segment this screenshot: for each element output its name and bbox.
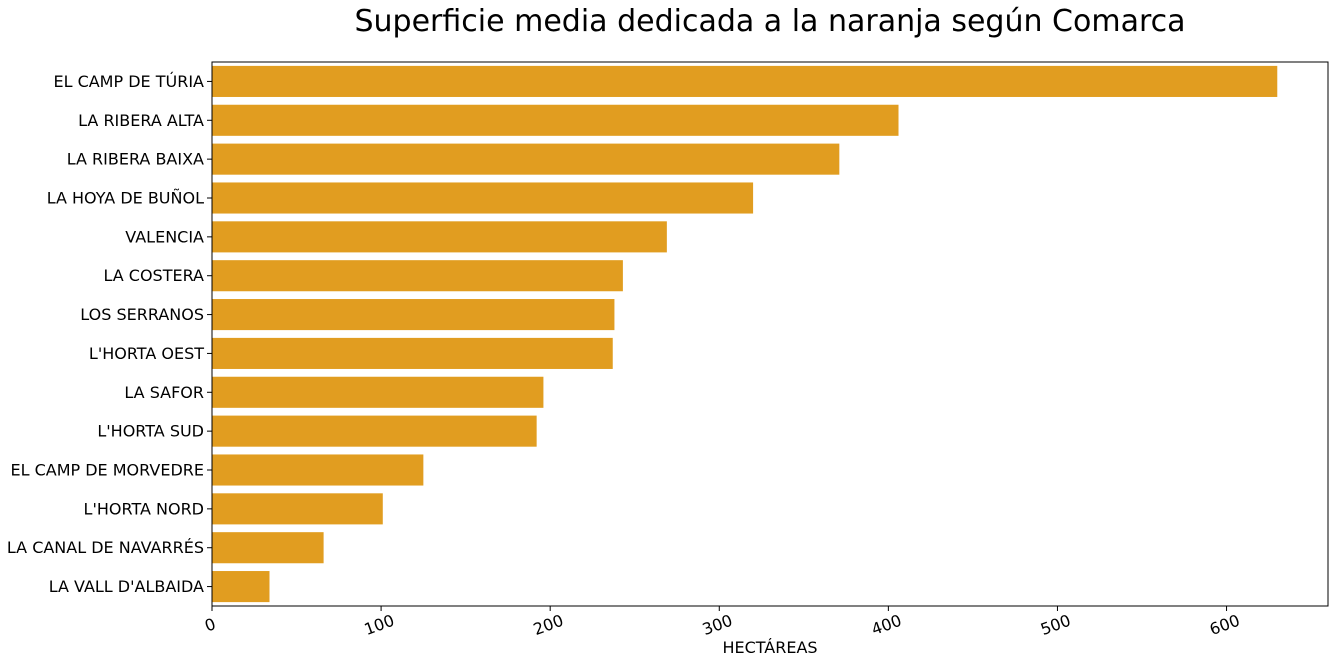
x-tick-label: 300 [700, 611, 735, 639]
bar [212, 337, 613, 369]
chart-title: Superficie media dedicada a la naranja s… [354, 4, 1185, 39]
bar [212, 65, 1278, 97]
category-label: LA CANAL DE NAVARRÉS [7, 538, 204, 557]
plot-frame [211, 61, 1329, 607]
bar [212, 299, 615, 331]
category-labels: EL CAMP DE TÚRIA LA RIBERA ALTA LA RIBERA … [7, 72, 212, 596]
bars-group [212, 65, 1278, 603]
category-label: LA HOYA DE BUÑOL [47, 189, 204, 208]
x-axis-ticks: 0 100 200 300 400 500 600 [202, 606, 1242, 639]
x-tick-label: 500 [1038, 611, 1073, 639]
category-label: LA SAFOR [124, 383, 204, 402]
bar [212, 454, 424, 486]
category-label: L'HORTA OEST [89, 344, 204, 363]
category-label: VALENCIA [125, 227, 204, 246]
category-label: LOS SERRANOS [80, 305, 204, 324]
category-label: LA COSTERA [103, 266, 204, 285]
x-tick-label: 600 [1207, 611, 1242, 639]
bar [212, 571, 270, 603]
bar [212, 260, 623, 292]
category-label: LA RIBERA BAIXA [67, 150, 204, 169]
bar [212, 493, 383, 525]
x-axis-label: HECTÁREAS [722, 638, 817, 657]
x-tick-label: 100 [362, 611, 397, 639]
x-tick-label: 400 [869, 611, 904, 639]
bar [212, 143, 840, 175]
category-label: EL CAMP DE MORVEDRE [10, 461, 204, 480]
bar [212, 182, 754, 214]
category-label: LA VALL D'ALBAIDA [49, 577, 204, 596]
category-label: LA RIBERA ALTA [78, 111, 204, 130]
bar [212, 104, 899, 136]
bar [212, 532, 324, 564]
x-tick-label: 200 [531, 611, 566, 639]
category-label: L'HORTA SUD [97, 422, 204, 441]
category-label: L'HORTA NORD [84, 499, 204, 518]
bar [212, 415, 537, 447]
category-label: EL CAMP DE TÚRIA [53, 72, 204, 91]
bar [212, 376, 544, 408]
bar [212, 221, 667, 253]
x-tick-label: 0 [202, 614, 218, 635]
